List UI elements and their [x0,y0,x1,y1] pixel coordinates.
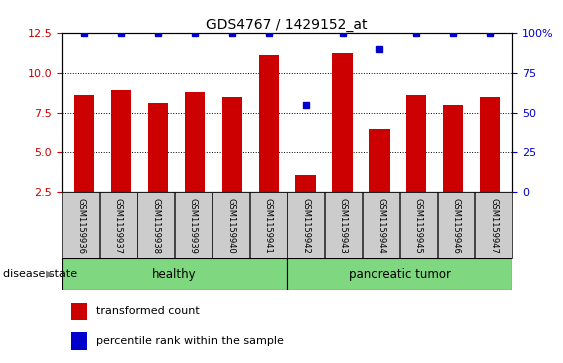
Bar [287,258,512,290]
Bar [437,192,475,258]
Text: GSM1159946: GSM1159946 [452,197,461,253]
Text: GSM1159937: GSM1159937 [114,197,123,254]
Text: GSM1159940: GSM1159940 [226,197,235,253]
Bar [175,192,212,258]
Bar [222,97,242,192]
Text: GSM1159945: GSM1159945 [414,197,423,253]
Title: GDS4767 / 1429152_at: GDS4767 / 1429152_at [207,18,368,32]
Bar [212,192,249,258]
Bar [185,92,205,192]
Bar [71,303,87,320]
Bar [62,192,99,258]
Bar [100,192,137,258]
Bar [111,90,131,192]
Bar [369,129,390,192]
Bar [258,55,279,192]
Text: GSM1159947: GSM1159947 [489,197,498,253]
Bar [475,192,512,258]
Bar [332,53,352,192]
Text: ▶: ▶ [46,269,53,279]
Bar [480,97,501,192]
Bar [148,103,168,192]
Bar [363,192,399,258]
Text: GSM1159942: GSM1159942 [301,197,310,253]
Bar [62,258,287,290]
Bar [406,95,427,192]
Text: GSM1159941: GSM1159941 [264,197,273,253]
Text: pancreatic tumor: pancreatic tumor [348,268,451,281]
Bar [250,192,287,258]
Text: healthy: healthy [152,268,197,281]
Text: disease state: disease state [3,269,77,279]
Text: GSM1159939: GSM1159939 [189,197,198,253]
Bar [400,192,437,258]
Text: GSM1159943: GSM1159943 [339,197,348,253]
Bar [325,192,362,258]
Text: transformed count: transformed count [96,306,199,316]
Text: GSM1159936: GSM1159936 [76,197,85,254]
Bar [74,95,94,192]
Text: GSM1159944: GSM1159944 [377,197,386,253]
Text: GSM1159938: GSM1159938 [151,197,160,254]
Text: percentile rank within the sample: percentile rank within the sample [96,336,284,346]
Bar [137,192,174,258]
Bar [443,105,463,192]
Bar [71,332,87,350]
Bar [296,175,316,192]
Bar [288,192,324,258]
